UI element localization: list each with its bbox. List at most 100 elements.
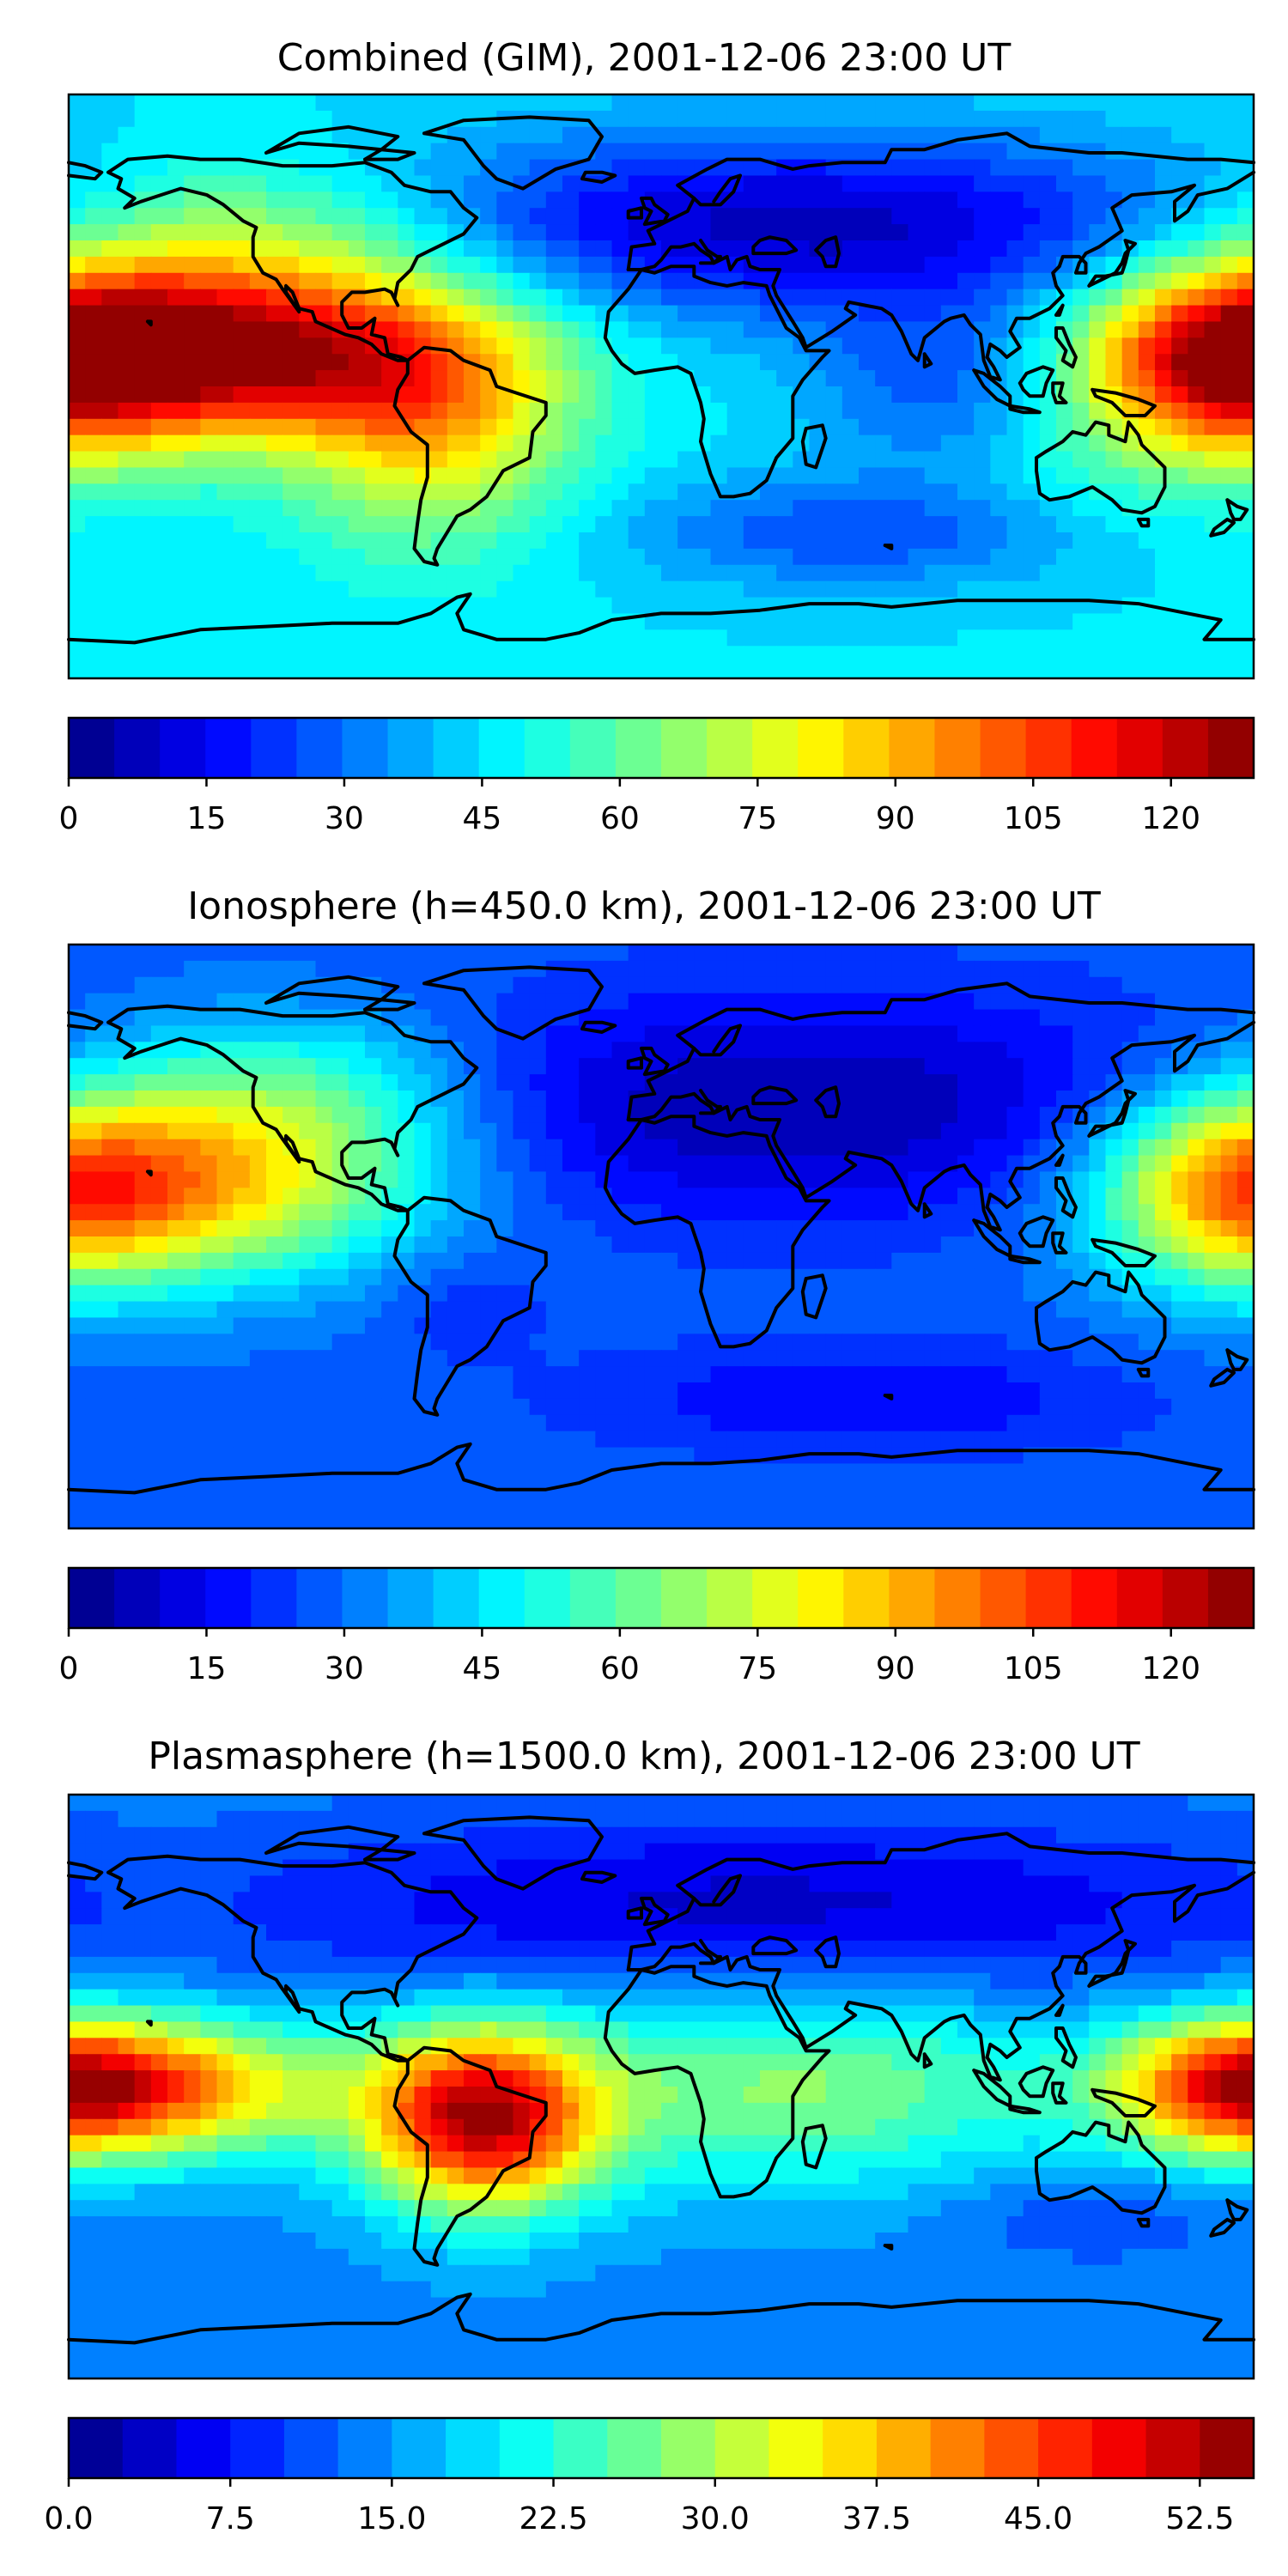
field-cell [216,1382,234,1400]
field-cell [825,272,843,290]
field-cell [118,646,136,663]
field-cell [1236,191,1255,209]
field-cell [859,1074,876,1091]
field-cell [167,597,185,615]
field-cell [1039,1074,1057,1091]
field-cell [859,354,876,371]
field-cell [1155,1236,1172,1254]
field-cell [776,1171,793,1188]
field-cell [760,1155,777,1173]
field-cell [464,1139,481,1157]
field-cell [480,418,497,436]
field-cell [1204,597,1222,615]
field-cell [529,1220,547,1237]
field-cell [480,1025,497,1042]
field-cell [562,321,580,338]
field-cell [283,945,300,962]
field-cell [331,1382,349,1400]
colorbar-level [387,718,434,778]
field-cell [611,580,629,598]
field-cell [249,1155,267,1173]
field-cell [891,1317,909,1334]
field-cell [480,305,497,323]
field-cell [974,580,991,598]
field-cell [1188,1236,1206,1254]
field-cell [348,483,366,501]
field-cell [299,993,317,1011]
field-cell [891,1009,909,1027]
field-cell [694,1220,712,1237]
field-cell [760,646,777,663]
field-cell [891,1334,909,1351]
field-cell [283,354,300,371]
field-cell [1188,500,1206,517]
field-cell [1188,1155,1206,1173]
field-cell [562,532,580,550]
field-cell [331,1009,349,1027]
field-cell [447,1252,465,1270]
field-cell [200,1091,218,1108]
field-cell [1105,613,1123,630]
field-cell [85,256,102,274]
field-cell [1204,993,1222,1011]
field-cell [101,1268,119,1286]
coastline [1209,517,1236,538]
field-cell [1039,1139,1057,1157]
field-cell [793,402,811,420]
field-cell [200,159,218,177]
field-cell [381,1431,398,1449]
field-cell [1006,993,1024,1011]
field-cell [809,613,827,630]
field-cell [529,256,547,274]
field-cell [200,1122,218,1140]
field-cell [1188,1366,1206,1383]
field-cell [760,1204,777,1221]
field-cell [809,143,827,161]
field-cell [726,1091,744,1108]
field-cell [69,1025,86,1042]
field-cell [216,1301,234,1319]
field-cell [940,1414,958,1432]
field-cell [1171,321,1188,338]
field-cell [875,580,892,598]
field-cell [859,1106,876,1124]
colorbar-level [843,718,890,778]
field-cell [776,175,793,192]
field-cell [1188,402,1206,420]
field-cell [644,1334,662,1351]
field-cell [825,1366,843,1383]
field-cell [562,1301,580,1319]
field-cell [167,1106,185,1124]
field-cell [134,1398,152,1416]
field-cell [1188,945,1206,962]
field-cell [1236,1042,1255,1059]
field-cell [859,646,876,663]
field-cell [562,208,580,225]
field-cell [793,564,811,582]
field-cell [200,1171,218,1188]
field-cell [1171,1382,1188,1400]
field-cell [974,1042,991,1059]
field-cell [348,580,366,598]
field-cell [430,1317,448,1334]
field-cell [496,337,514,355]
field-cell [974,1301,991,1319]
field-cell [841,467,860,484]
field-cell [496,1139,514,1157]
field-cell [1155,272,1172,290]
field-cell [1171,1091,1188,1108]
field-cell [85,1220,102,1237]
field-cell [595,1414,613,1432]
field-cell [447,1334,465,1351]
field-cell [940,646,958,663]
field-cell [957,402,975,420]
field-cell [1155,175,1172,192]
field-cell [134,1074,152,1091]
field-cell [233,1268,251,1286]
field-cell [726,321,744,338]
field-cell [628,418,646,436]
field-cell [908,500,926,517]
field-cell [299,976,317,994]
field-cell [1204,434,1222,453]
field-cell [545,1204,563,1221]
